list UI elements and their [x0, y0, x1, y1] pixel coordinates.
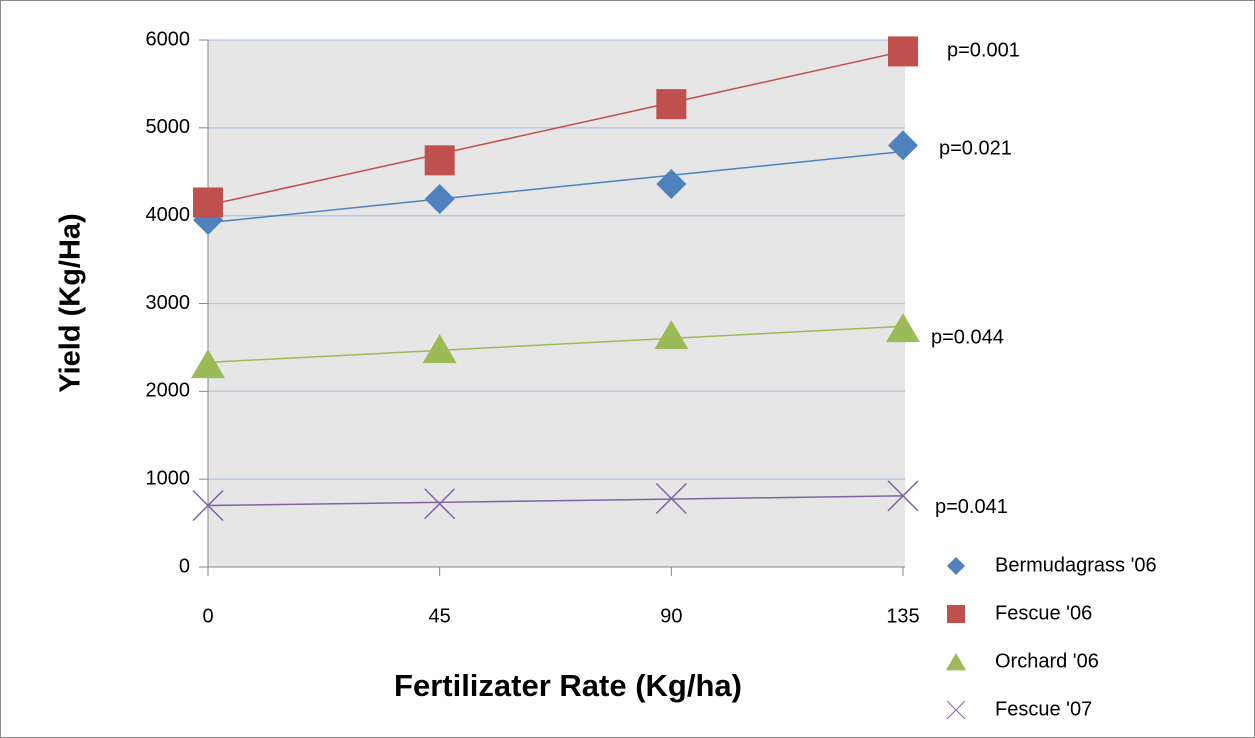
- marker: [886, 313, 920, 343]
- y-tick-label: 6000: [146, 28, 191, 50]
- marker: [887, 480, 919, 512]
- y-tick-label: 4000: [146, 204, 191, 226]
- x-tick-label: 0: [202, 605, 213, 627]
- y-tick-label: 1000: [146, 467, 191, 489]
- trendline: [207, 495, 904, 507]
- legend-entry: Bermudagrass '06: [947, 554, 1157, 576]
- marker: [193, 187, 223, 218]
- annotation: p=0.021: [939, 138, 1012, 160]
- marker: [947, 557, 965, 575]
- marker: [191, 349, 225, 379]
- marker: [422, 334, 457, 364]
- marker: [656, 169, 687, 200]
- y-tick-label: 3000: [146, 292, 191, 314]
- annotation: p=0.041: [935, 496, 1008, 518]
- marker: [945, 653, 967, 671]
- legend-label: Orchard '06: [995, 650, 1099, 672]
- marker: [654, 320, 689, 350]
- marker: [888, 130, 918, 161]
- marker: [888, 36, 918, 67]
- marker: [424, 145, 455, 176]
- x-tick-label: 45: [429, 605, 451, 627]
- annotation: p=0.001: [947, 40, 1020, 62]
- marker: [424, 183, 455, 214]
- y-tick-label: 0: [179, 555, 190, 577]
- legend-entry: Fescue '06: [947, 602, 1092, 624]
- legend-label: Bermudagrass '06: [995, 554, 1157, 576]
- y-axis-title: Yield (Kg/Ha): [55, 213, 87, 392]
- marker: [192, 489, 224, 522]
- marker: [655, 482, 687, 515]
- x-tick-label: 90: [660, 605, 682, 627]
- marker: [947, 605, 965, 623]
- marker: [424, 488, 456, 520]
- x-axis-title: Fertilizater Rate (Kg/ha): [394, 668, 742, 703]
- legend-entry: Fescue '07: [946, 698, 1092, 720]
- marker: [656, 89, 687, 120]
- trendline: [207, 150, 904, 224]
- legend-label: Fescue '07: [995, 698, 1092, 720]
- legend-entry: Orchard '06: [945, 650, 1099, 672]
- marker: [946, 700, 966, 720]
- x-tick-label: 135: [886, 605, 919, 627]
- trendline: [207, 50, 904, 206]
- annotation: p=0.044: [931, 326, 1004, 348]
- y-tick-label: 5000: [146, 116, 191, 138]
- trendline: [207, 325, 904, 364]
- y-tick-label: 2000: [146, 380, 191, 402]
- legend-label: Fescue '06: [995, 602, 1092, 624]
